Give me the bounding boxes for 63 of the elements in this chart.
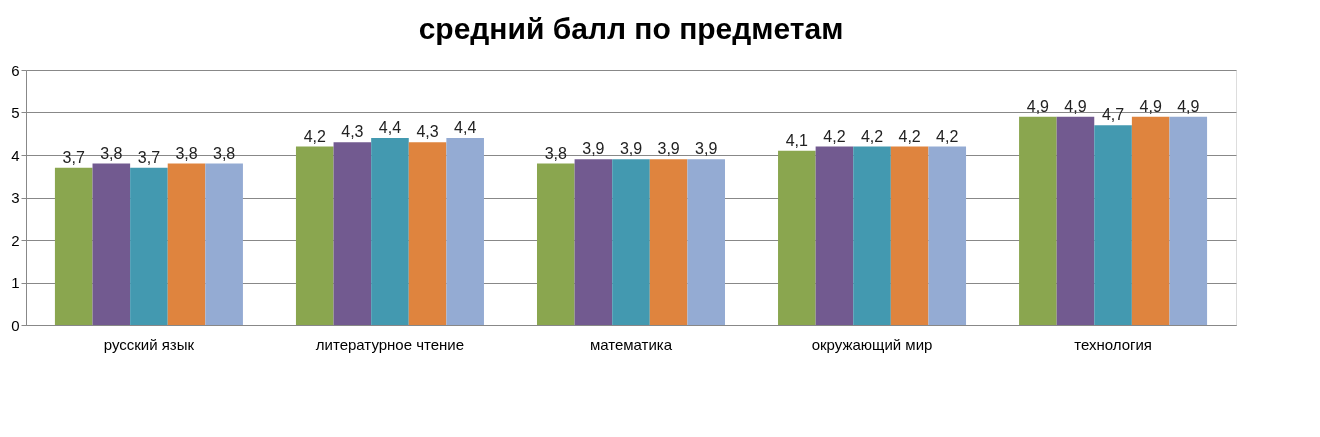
x-tick-label: литературное чтение: [315, 335, 465, 353]
x-tick-label: русский язык: [103, 335, 195, 353]
data-label: 4,2: [823, 127, 846, 145]
bar: [778, 150, 816, 325]
y-tick-label: 1: [11, 274, 20, 291]
data-label: 4,2: [898, 127, 921, 145]
bar: [890, 146, 929, 325]
y-tick-label: 2: [11, 231, 20, 249]
bar: [130, 167, 168, 325]
bar: [1056, 116, 1095, 325]
bar: [612, 159, 650, 325]
bar: [446, 138, 484, 325]
data-label: 4,1: [785, 131, 809, 149]
bar: [928, 146, 967, 325]
bar: [333, 142, 372, 325]
bar: [1169, 116, 1208, 325]
bar: [295, 146, 334, 325]
bar: [815, 146, 854, 325]
bar: [408, 142, 447, 325]
data-label: 3,9: [582, 140, 605, 158]
data-label: 3,8: [100, 144, 123, 162]
data-label: 4,9: [1064, 97, 1087, 115]
bar: [54, 167, 93, 325]
data-label: 3,8: [544, 144, 568, 162]
data-label: 4,2: [303, 127, 326, 145]
bar: [1019, 116, 1057, 325]
x-tick-label: математика: [589, 335, 673, 353]
data-label: 3,9: [695, 140, 718, 158]
data-label: 4,3: [416, 123, 439, 141]
bar: [649, 159, 688, 325]
y-tick-label: 6: [11, 61, 20, 79]
y-tick-label: 0: [11, 316, 20, 334]
x-tick-label: технология: [1074, 335, 1152, 353]
chart-title: средний балл по предметам: [418, 12, 844, 45]
data-label: 4,3: [341, 123, 364, 141]
data-label: 3,7: [137, 148, 161, 166]
data-label: 4,4: [378, 119, 402, 136]
bar: [92, 163, 131, 325]
bar: [371, 138, 409, 325]
data-label: 3,8: [175, 144, 198, 162]
y-tick-label: 4: [11, 146, 20, 164]
bar: [574, 159, 613, 325]
data-label: 3,9: [657, 140, 680, 158]
y-tick-label: 5: [11, 104, 20, 121]
bar: [1094, 125, 1132, 325]
data-label: 4,2: [860, 127, 884, 145]
y-tick-label: 3: [11, 189, 20, 206]
data-label: 3,9: [619, 140, 643, 158]
bar: [537, 163, 575, 325]
data-label: 3,7: [62, 148, 85, 166]
bar: [205, 163, 243, 325]
data-label: 4,4: [454, 119, 477, 136]
bar: [853, 146, 891, 325]
data-label: 4,9: [1177, 97, 1200, 115]
bar: [687, 159, 725, 325]
data-label: 4,9: [1139, 97, 1162, 115]
data-label: 3,8: [213, 144, 236, 162]
bar: [1131, 116, 1170, 325]
x-tick-label: окружающий мир: [811, 335, 933, 353]
bar: [167, 163, 206, 325]
data-label: 4,2: [936, 127, 959, 145]
data-label: 4,7: [1101, 106, 1125, 124]
data-label: 4,9: [1026, 97, 1050, 115]
